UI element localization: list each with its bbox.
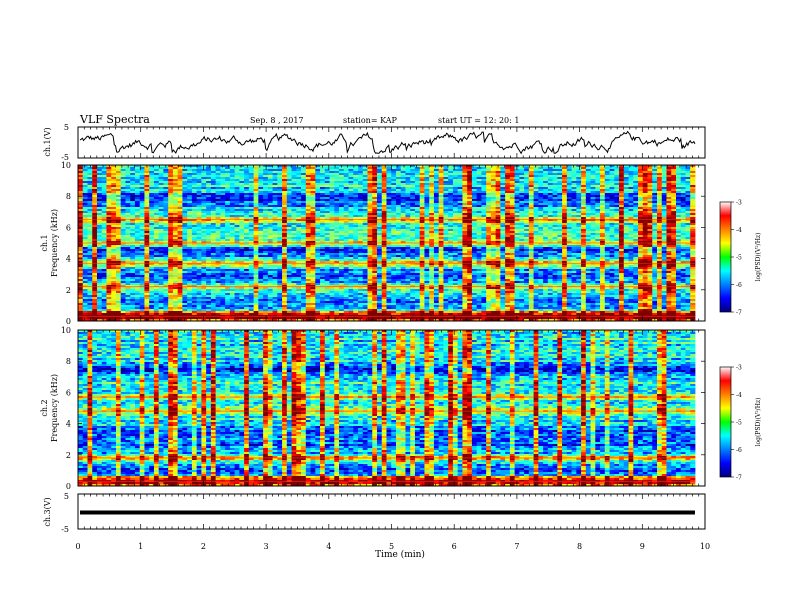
- ch1-ytick-top: 5: [64, 123, 69, 132]
- figure-title: VLF Spectra: [79, 113, 150, 126]
- figure-date: Sep. 8 , 2017: [250, 116, 304, 125]
- figure-start-time: start UT = 12: 20: 1: [438, 116, 519, 125]
- ch1-ylabel: ch.1(V): [43, 127, 52, 156]
- figure-station: station= KAP: [343, 116, 398, 125]
- vlf-figure: VLF Spectra Sep. 8 , 2017 station= KAP s…: [0, 0, 792, 612]
- ch1-spectrogram-image: [78, 165, 695, 321]
- ch1-waveform-panel: 5 -5 ch.1(V): [43, 123, 705, 162]
